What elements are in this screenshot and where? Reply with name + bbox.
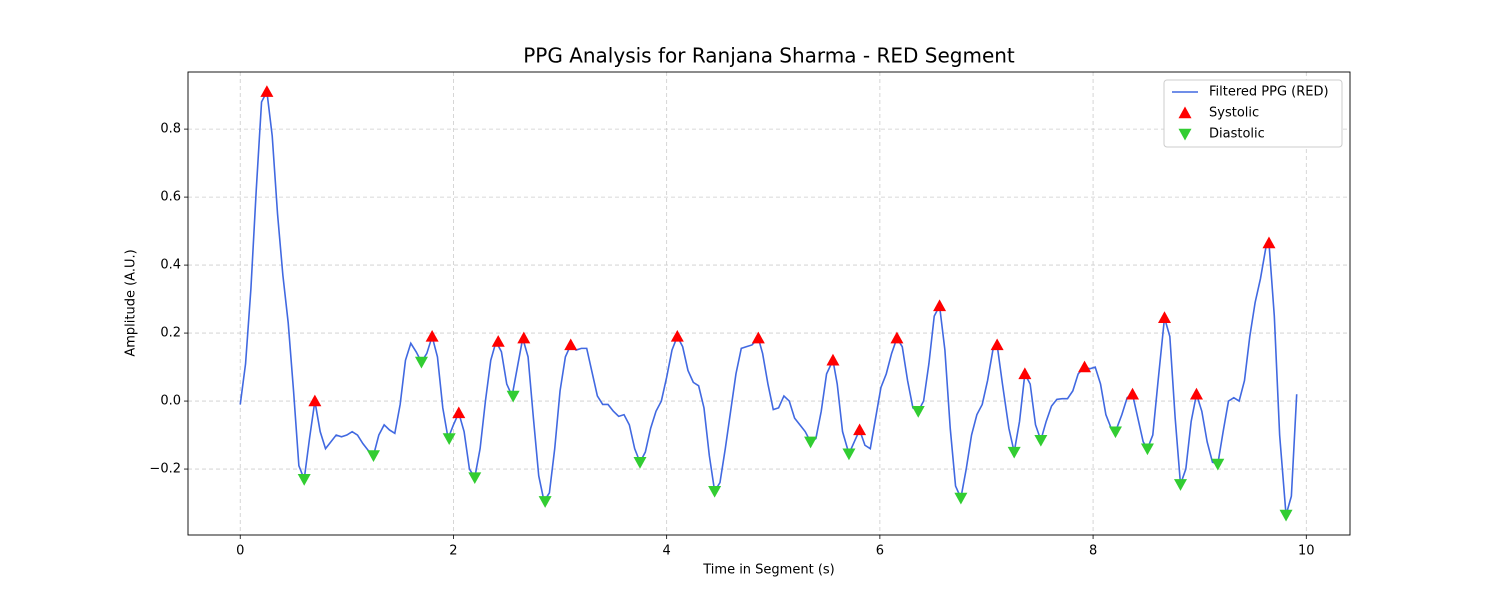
marker <box>1211 458 1225 471</box>
marker <box>538 496 552 508</box>
marker <box>1140 443 1154 456</box>
marker <box>853 423 867 436</box>
marker <box>297 474 311 486</box>
marker <box>414 356 428 369</box>
marker <box>633 457 647 469</box>
marker <box>933 299 947 312</box>
marker <box>826 353 840 366</box>
x-axis-label: Time in Segment (s) <box>702 563 834 578</box>
legend-box <box>1163 79 1343 148</box>
marker <box>1279 509 1293 522</box>
marker <box>911 406 925 418</box>
marker <box>506 390 520 403</box>
marker <box>1158 311 1172 323</box>
marker <box>425 329 439 342</box>
marker <box>751 331 765 344</box>
marker <box>1078 360 1092 373</box>
marker <box>468 472 482 485</box>
legend-label: Systolic <box>1209 106 1259 121</box>
marker <box>670 329 684 342</box>
marker <box>1034 434 1048 447</box>
y-tick-label: 0.4 <box>160 258 181 273</box>
marker <box>442 433 456 445</box>
legend-swatch <box>1178 106 1192 119</box>
y-axis-label: Amplitude (A.U.) <box>124 249 139 356</box>
y-tick-label: 0.8 <box>160 122 181 137</box>
legend-swatch <box>1178 128 1192 141</box>
legend-label: Filtered PPG (RED) <box>1209 85 1329 100</box>
chart-title: PPG Analysis for Ranjana Sharma - RED Se… <box>523 44 1015 68</box>
data-line <box>239 89 1298 516</box>
y-tick-label: 0.0 <box>160 394 181 409</box>
plot-frame <box>187 71 1351 536</box>
y-tick-label: −0.2 <box>149 462 181 477</box>
x-tick-label: 0 <box>236 544 244 559</box>
x-tick-label: 4 <box>663 544 671 559</box>
y-tick-label: 0.2 <box>160 326 181 341</box>
y-tick-label: 0.6 <box>160 190 181 205</box>
marker <box>564 338 578 351</box>
x-tick-label: 2 <box>449 544 457 559</box>
marker <box>890 331 904 344</box>
marker <box>452 406 466 419</box>
x-tick-label: 6 <box>876 544 884 559</box>
marker <box>1007 446 1021 459</box>
marker <box>954 492 968 505</box>
x-tick-label: 10 <box>1298 544 1315 559</box>
marker <box>1262 236 1276 249</box>
marker <box>1189 387 1203 400</box>
marker <box>491 335 505 347</box>
marker <box>1018 367 1032 380</box>
marker <box>1126 387 1140 400</box>
marker <box>990 338 1004 351</box>
marker <box>708 485 722 498</box>
marker <box>1173 479 1187 491</box>
marker <box>260 85 274 97</box>
marker <box>517 331 531 344</box>
x-tick-label: 8 <box>1089 544 1097 559</box>
marker <box>366 450 380 462</box>
marker <box>804 436 818 449</box>
marker <box>842 448 856 461</box>
legend-label: Diastolic <box>1209 127 1265 142</box>
marker <box>1108 426 1122 439</box>
marker <box>308 394 322 407</box>
